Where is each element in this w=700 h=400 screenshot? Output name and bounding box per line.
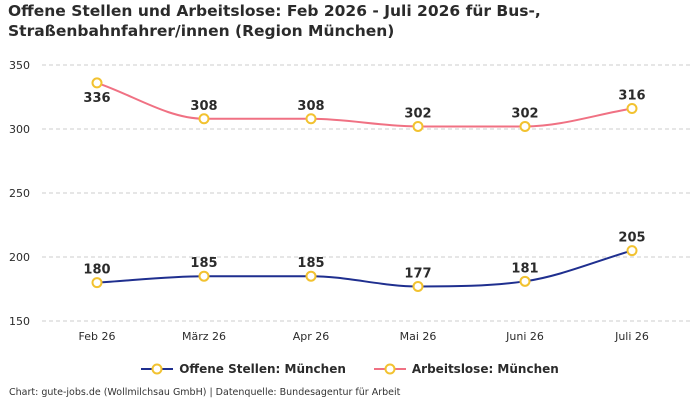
data-label-offene: 185 (297, 256, 324, 271)
data-point-arbeitslose[interactable] (519, 120, 531, 132)
chart-title: Offene Stellen und Arbeitslose: Feb 2026… (8, 1, 688, 41)
data-point-offene[interactable] (198, 270, 210, 282)
legend-line-icon-arbeitslose (373, 363, 406, 375)
chart-title-line-2: Straßenbahnfahrer/innen (Region München) (8, 22, 395, 40)
x-tick-label: Apr 26 (293, 330, 330, 343)
data-point-offene[interactable] (412, 280, 424, 292)
data-point-arbeitslose[interactable] (305, 113, 317, 125)
data-point-offene[interactable] (91, 277, 103, 289)
data-point-offene[interactable] (519, 275, 531, 287)
data-point-arbeitslose[interactable] (198, 113, 210, 125)
data-label-arbeitslose: 308 (297, 99, 324, 114)
data-point-arbeitslose[interactable] (626, 103, 638, 115)
legend-item-offene-stellen[interactable]: Offene Stellen: München (141, 362, 346, 376)
data-point-offene[interactable] (626, 245, 638, 257)
data-labels: 180 185 185 177 181 205 336 308 308 302 302 316 (83, 89, 645, 282)
y-tick-label: 250 (9, 187, 30, 200)
grid-layer (42, 64, 692, 322)
y-tick-label: 350 (9, 59, 30, 72)
y-tick-label: 200 (9, 251, 30, 264)
data-point-arbeitslose[interactable] (91, 77, 103, 89)
data-label-offene: 205 (618, 231, 645, 246)
data-label-offene: 181 (511, 261, 538, 276)
y-tick-label: 300 (9, 123, 30, 136)
x-axis-ticks: Feb 26 März 26 Apr 26 Mai 26 Juni 26 Juli 26 (79, 330, 649, 343)
x-tick-label: Juli 26 (614, 330, 649, 343)
data-point-offene[interactable] (305, 270, 317, 282)
series-line-offene (96, 249, 633, 288)
x-tick-label: Feb 26 (79, 330, 116, 343)
chart-title-line-1: Offene Stellen und Arbeitslose: Feb 2026… (8, 2, 541, 20)
data-label-offene: 180 (83, 263, 110, 278)
legend-line-icon-offene (141, 363, 174, 375)
data-label-arbeitslose: 336 (83, 91, 110, 106)
data-label-arbeitslose: 308 (190, 99, 217, 114)
x-tick-label: Mai 26 (400, 330, 437, 343)
data-label-offene: 177 (404, 266, 431, 281)
x-tick-label: März 26 (182, 330, 226, 343)
legend-item-arbeitslose[interactable]: Arbeitslose: München (373, 362, 559, 376)
data-label-arbeitslose: 316 (618, 89, 645, 104)
data-point-arbeitslose[interactable] (412, 120, 424, 132)
data-label-arbeitslose: 302 (511, 106, 538, 121)
legend: Offene Stellen: München Arbeitslose: Mün… (0, 362, 700, 376)
series-line-arbeitslose (96, 81, 633, 128)
data-label-arbeitslose: 302 (404, 106, 431, 121)
data-label-offene: 185 (190, 256, 217, 271)
legend-label-arbeitslose: Arbeitslose: München (411, 362, 559, 376)
y-tick-label: 150 (9, 315, 30, 328)
legend-label-offene-stellen: Offene Stellen: München (179, 362, 346, 376)
chart-footer-source: Chart: gute-jobs.de (Wollmilchsau GmbH) … (9, 387, 401, 398)
y-axis-ticks: 150 200 250 300 350 (9, 59, 30, 328)
series-layer (91, 77, 638, 292)
x-tick-label: Juni 26 (505, 330, 544, 343)
